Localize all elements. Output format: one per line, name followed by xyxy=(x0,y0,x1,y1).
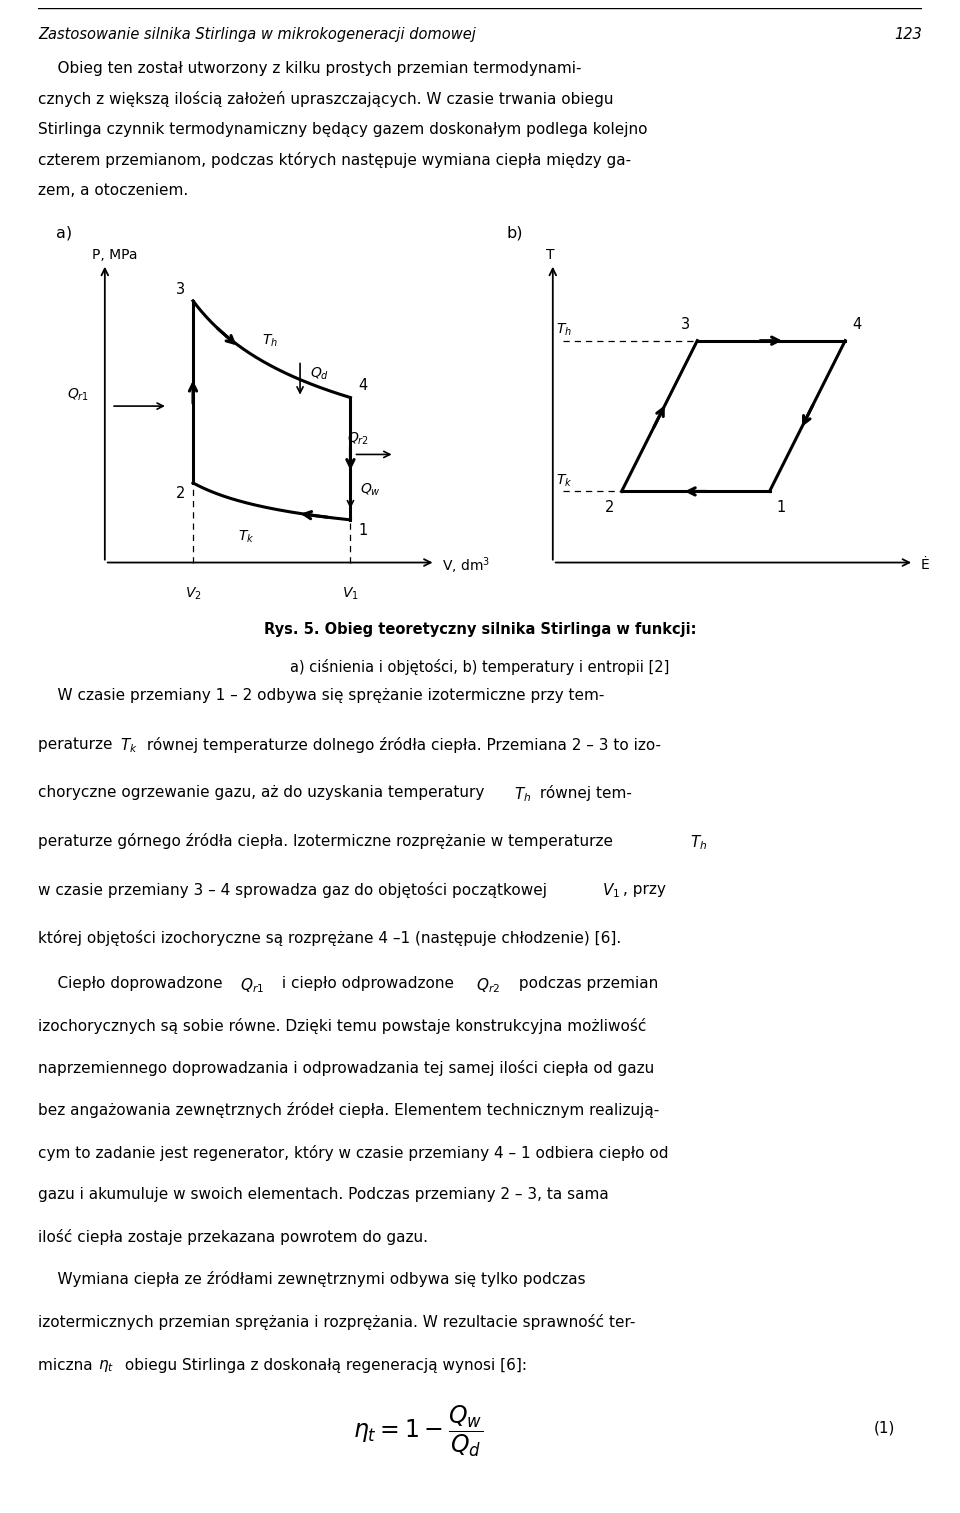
Text: Zastosowanie silnika Stirlinga w mikrokogeneracji domowej: Zastosowanie silnika Stirlinga w mikroko… xyxy=(38,27,476,42)
Text: peraturze: peraturze xyxy=(38,737,118,752)
Text: Stirlinga czynnik termodynamiczny będący gazem doskonałym podlega kolejno: Stirlinga czynnik termodynamiczny będący… xyxy=(38,121,648,136)
Text: 123: 123 xyxy=(894,27,922,42)
Text: $\eta_t$: $\eta_t$ xyxy=(99,1359,114,1374)
Text: miczna: miczna xyxy=(38,1359,98,1374)
Text: $V_1$: $V_1$ xyxy=(342,586,359,602)
Text: $V_2$: $V_2$ xyxy=(184,586,202,602)
Text: $Q_d$: $Q_d$ xyxy=(309,365,328,381)
Text: Ciepło doprowadzone: Ciepło doprowadzone xyxy=(38,976,228,991)
Text: 4: 4 xyxy=(358,378,368,393)
Text: podczas przemian: podczas przemian xyxy=(514,976,658,991)
Text: zem, a otoczeniem.: zem, a otoczeniem. xyxy=(38,183,189,198)
Text: $Q_{r1}$: $Q_{r1}$ xyxy=(67,386,89,402)
Text: $V_1$: $V_1$ xyxy=(602,882,620,900)
Text: ilość ciepła zostaje przekazana powrotem do gazu.: ilość ciepła zostaje przekazana powrotem… xyxy=(38,1229,428,1245)
Text: 2: 2 xyxy=(606,499,614,514)
Text: a): a) xyxy=(56,225,72,241)
Text: peraturze górnego źródła ciepła. Izotermiczne rozprężanie w temperaturze: peraturze górnego źródła ciepła. Izoterm… xyxy=(38,834,618,849)
Text: $T_h$: $T_h$ xyxy=(514,785,531,803)
Text: 1: 1 xyxy=(358,522,368,537)
Text: a) ciśnienia i objętości, b) temperatury i entropii [2]: a) ciśnienia i objętości, b) temperatury… xyxy=(290,660,670,675)
Text: $Q_{r2}$: $Q_{r2}$ xyxy=(476,976,500,994)
Text: 2: 2 xyxy=(176,486,185,501)
Text: równej temperaturze dolnego źródła ciepła. Przemiana 2 – 3 to izo-: równej temperaturze dolnego źródła ciepł… xyxy=(142,737,660,752)
Text: izotermicznych przemian sprężania i rozprężania. W rezultacie sprawność ter-: izotermicznych przemian sprężania i rozp… xyxy=(38,1315,636,1330)
Text: $T_k$: $T_k$ xyxy=(238,528,254,545)
Text: czterem przemianom, podczas których następuje wymiana ciepła między ga-: czterem przemianom, podczas których nast… xyxy=(38,153,632,168)
Text: bez angażowania zewnętrznych źródeł ciepła. Elementem technicznym realizują-: bez angażowania zewnętrznych źródeł ciep… xyxy=(38,1103,660,1118)
Text: Wymiana ciepła ze źródłami zewnętrznymi odbywa się tylko podczas: Wymiana ciepła ze źródłami zewnętrznymi … xyxy=(38,1271,586,1288)
Text: Ė: Ė xyxy=(921,558,929,572)
Text: 3: 3 xyxy=(682,318,690,333)
Text: $T_h$: $T_h$ xyxy=(262,333,278,350)
Text: $T_k$: $T_k$ xyxy=(556,472,573,489)
Text: b): b) xyxy=(507,225,523,241)
Text: choryczne ogrzewanie gazu, aż do uzyskania temperatury: choryczne ogrzewanie gazu, aż do uzyskan… xyxy=(38,785,490,800)
Text: gazu i akumuluje w swoich elementach. Podczas przemiany 2 – 3, ta sama: gazu i akumuluje w swoich elementach. Po… xyxy=(38,1186,610,1201)
Text: i ciepło odprowadzone: i ciepło odprowadzone xyxy=(276,976,459,991)
Text: P, MPa: P, MPa xyxy=(92,248,137,262)
Text: 1: 1 xyxy=(777,499,785,514)
Text: cym to zadanie jest regenerator, który w czasie przemiany 4 – 1 odbiera ciepło o: cym to zadanie jest regenerator, który w… xyxy=(38,1145,669,1160)
Text: $T_h$: $T_h$ xyxy=(690,834,708,852)
Text: (1): (1) xyxy=(874,1421,895,1436)
Text: V, dm$^3$: V, dm$^3$ xyxy=(442,555,490,575)
Text: Rys. 5. Obieg teoretyczny silnika Stirlinga w funkcji:: Rys. 5. Obieg teoretyczny silnika Stirli… xyxy=(264,622,696,637)
Text: cznych z większą ilością założeń upraszczających. W czasie trwania obiegu: cznych z większą ilością założeń upraszc… xyxy=(38,91,613,107)
Text: równej tem-: równej tem- xyxy=(535,785,632,800)
Text: 3: 3 xyxy=(176,281,185,297)
Text: naprzemiennego doprowadzania i odprowadzania tej samej ilości ciepła od gazu: naprzemiennego doprowadzania i odprowadz… xyxy=(38,1061,655,1076)
Text: $\eta_t = 1 - \dfrac{Q_w}{Q_d}$: $\eta_t = 1 - \dfrac{Q_w}{Q_d}$ xyxy=(353,1404,483,1459)
Text: której objętości izochoryczne są rozprężane 4 –1 (następuje chłodzenie) [6].: której objętości izochoryczne są rozpręż… xyxy=(38,930,622,946)
Text: $T_h$: $T_h$ xyxy=(556,321,572,337)
Text: $T_k$: $T_k$ xyxy=(120,737,137,755)
Text: , przy: , przy xyxy=(623,882,666,897)
Text: $Q_{r2}$: $Q_{r2}$ xyxy=(348,431,370,446)
Text: Obieg ten został utworzony z kilku prostych przemian termodynami-: Obieg ten został utworzony z kilku prost… xyxy=(38,61,582,76)
Text: W czasie przemiany 1 – 2 odbywa się sprężanie izotermiczne przy tem-: W czasie przemiany 1 – 2 odbywa się sprę… xyxy=(38,688,605,704)
Text: T: T xyxy=(546,248,555,262)
Text: $Q_w$: $Q_w$ xyxy=(360,481,381,498)
Text: 4: 4 xyxy=(852,318,861,333)
Text: izochorycznych są sobie równe. Dzięki temu powstaje konstrukcyjna możliwość: izochorycznych są sobie równe. Dzięki te… xyxy=(38,1018,647,1033)
Text: $Q_{r1}$: $Q_{r1}$ xyxy=(240,976,264,994)
Text: obiegu Stirlinga z doskonałą regeneracją wynosi [6]:: obiegu Stirlinga z doskonałą regeneracją… xyxy=(120,1359,527,1374)
Text: w czasie przemiany 3 – 4 sprowadza gaz do objętości początkowej: w czasie przemiany 3 – 4 sprowadza gaz d… xyxy=(38,882,552,897)
